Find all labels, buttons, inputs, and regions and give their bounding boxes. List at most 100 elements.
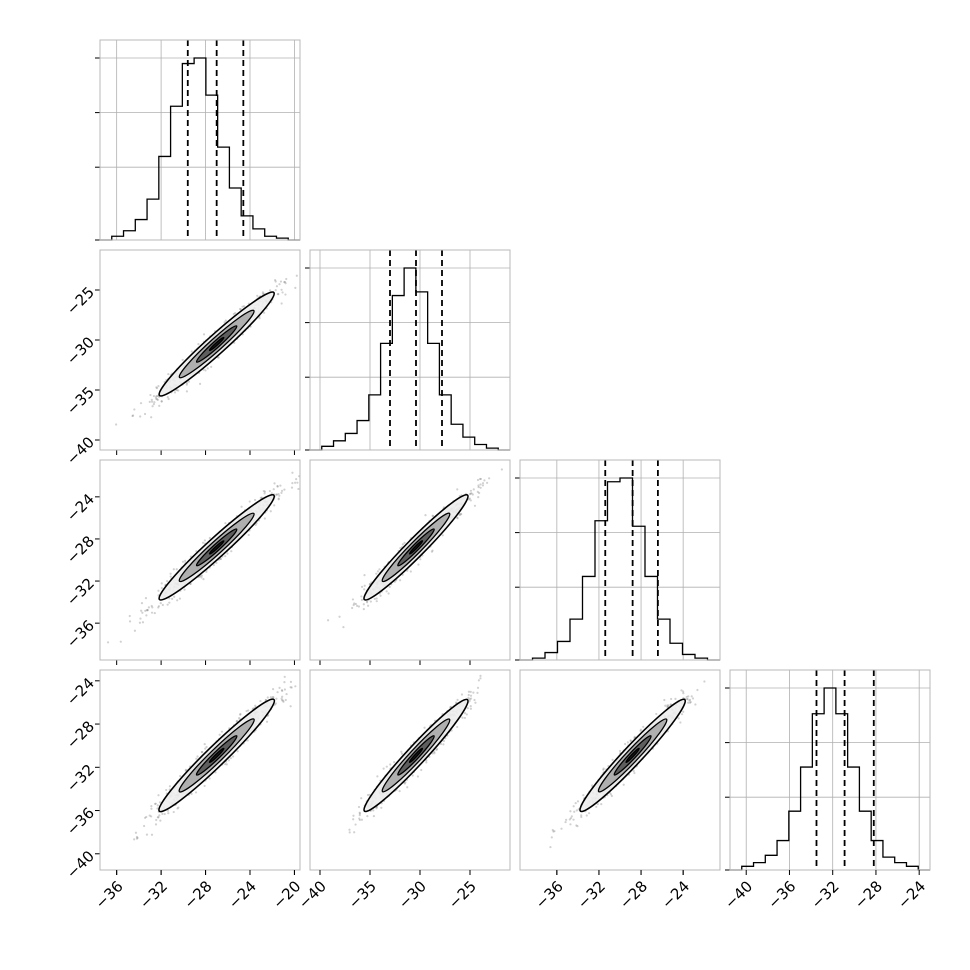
scatter-point bbox=[479, 674, 482, 677]
scatter-point bbox=[353, 602, 356, 605]
scatter-point bbox=[376, 775, 379, 778]
scatter-point bbox=[279, 280, 283, 283]
scatter-point bbox=[151, 606, 154, 609]
scatter-point bbox=[680, 689, 683, 692]
scatter-point bbox=[275, 493, 278, 496]
scatter-point bbox=[469, 694, 473, 697]
scatter-panel-1-0 bbox=[95, 249, 301, 455]
scatter-point bbox=[290, 686, 293, 689]
scatter-point bbox=[357, 805, 361, 809]
scatter-point bbox=[291, 471, 294, 474]
scatter-point bbox=[276, 691, 279, 694]
scatter-point bbox=[229, 757, 232, 760]
scatter-point bbox=[156, 398, 159, 401]
scatter-point bbox=[468, 698, 471, 701]
scatter-point bbox=[463, 712, 467, 715]
scatter-point bbox=[366, 793, 370, 797]
scatter-point bbox=[154, 823, 158, 826]
scatter-panel-2-1 bbox=[309, 459, 511, 665]
scatter-point bbox=[160, 582, 163, 585]
scatter-point bbox=[432, 515, 435, 518]
scatter-point bbox=[281, 695, 284, 698]
scatter-point bbox=[478, 491, 481, 495]
scatter-point bbox=[159, 601, 162, 605]
scatter-point bbox=[256, 294, 259, 297]
scatter-point bbox=[284, 282, 287, 285]
scatter-point bbox=[224, 522, 227, 525]
scatter-point bbox=[139, 617, 142, 620]
y-tick-label: −40 bbox=[63, 433, 98, 468]
scatter-point bbox=[441, 534, 444, 537]
scatter-point bbox=[479, 677, 482, 680]
scatter-point bbox=[460, 693, 464, 696]
scatter-point bbox=[190, 792, 193, 796]
scatter-point bbox=[376, 570, 380, 573]
scatter-point bbox=[483, 479, 486, 482]
scatter-point bbox=[688, 701, 692, 704]
scatter-point bbox=[568, 818, 571, 821]
scatter-point bbox=[419, 558, 422, 561]
scatter-point bbox=[565, 818, 568, 821]
scatter-point bbox=[375, 600, 378, 603]
scatter-point bbox=[157, 384, 160, 388]
scatter-point bbox=[467, 690, 471, 693]
scatter-point bbox=[280, 489, 284, 492]
scatter-point bbox=[190, 350, 193, 353]
scatter-point bbox=[471, 493, 474, 496]
y-tick-label: −24 bbox=[63, 674, 98, 709]
panel-frame bbox=[519, 459, 721, 661]
contour-level-3 bbox=[208, 336, 225, 352]
scatter-point bbox=[128, 620, 132, 623]
scatter-point bbox=[176, 807, 179, 810]
scatter-point bbox=[172, 568, 175, 571]
scatter-point bbox=[166, 396, 169, 399]
scatter-point bbox=[280, 288, 283, 291]
scatter-point bbox=[185, 382, 189, 385]
scatter-point bbox=[356, 604, 359, 608]
scatter-point bbox=[143, 412, 147, 416]
scatter-point bbox=[674, 697, 677, 700]
scatter-point bbox=[247, 709, 250, 712]
scatter-point bbox=[281, 291, 284, 294]
scatter-point bbox=[273, 482, 276, 485]
scatter-point bbox=[268, 489, 271, 493]
scatter-point bbox=[363, 584, 366, 587]
scatter-point bbox=[270, 492, 273, 495]
scatter-point bbox=[223, 321, 226, 324]
scatter-point bbox=[158, 814, 161, 817]
scatter-point bbox=[159, 819, 162, 822]
scatter-point bbox=[254, 523, 257, 526]
scatter-point bbox=[477, 679, 480, 682]
scatter-point bbox=[133, 838, 136, 841]
scatter-point bbox=[150, 611, 154, 614]
scatter-point bbox=[167, 372, 170, 376]
scatter-point bbox=[283, 281, 286, 284]
scatter-point bbox=[200, 576, 203, 579]
scatter-point bbox=[456, 516, 459, 519]
scatter-point bbox=[363, 574, 366, 577]
scatter-point bbox=[301, 473, 303, 475]
y-tick-label: −40 bbox=[63, 847, 98, 882]
scatter-point bbox=[210, 365, 213, 368]
scatter-point bbox=[157, 794, 160, 797]
scatter-point bbox=[469, 697, 473, 700]
x-tick-label: −28 bbox=[180, 877, 215, 912]
scatter-point bbox=[230, 550, 233, 553]
scatter-point bbox=[469, 489, 473, 492]
scatter-point bbox=[224, 555, 227, 558]
scatter-point bbox=[204, 369, 207, 372]
scatter-point bbox=[218, 733, 221, 736]
scatter-point bbox=[154, 802, 157, 805]
scatter-point bbox=[460, 512, 463, 516]
histogram-panel-1 bbox=[305, 249, 511, 451]
scatter-point bbox=[476, 691, 479, 694]
scatter-point bbox=[168, 601, 171, 604]
scatter-point bbox=[259, 699, 262, 703]
x-tick-label: −32 bbox=[136, 877, 171, 912]
scatter-point bbox=[184, 768, 187, 771]
scatter-point bbox=[163, 812, 166, 816]
scatter-point bbox=[119, 640, 122, 643]
scatter-point bbox=[488, 477, 491, 480]
scatter-point bbox=[151, 405, 154, 408]
scatter-point bbox=[285, 277, 288, 281]
